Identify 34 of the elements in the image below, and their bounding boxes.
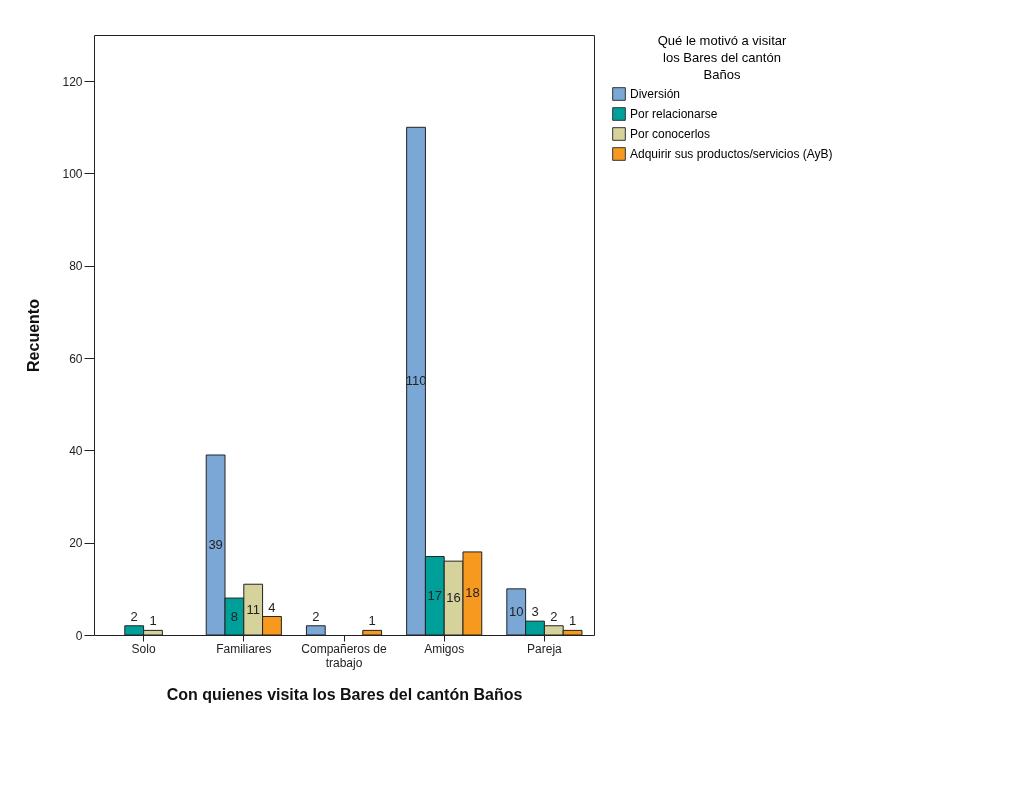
legend-label: Adquirir sus productos/servicios (AyB) (630, 147, 833, 161)
data-label: 39 (208, 537, 223, 552)
x-tick-label: Solo (131, 641, 156, 656)
x-axis-title: Con quienes visita los Bares del cantón Baños (166, 685, 523, 703)
legend-label: Por conocerlos (630, 127, 711, 141)
x-tick-label: Pareja (527, 641, 563, 656)
data-label: 17 (427, 587, 443, 603)
y-axis-title: Recuento (25, 298, 43, 372)
legend-label: Diversión (630, 87, 681, 101)
y-tick-label: 0 (75, 628, 83, 643)
data-label: 2 (550, 608, 558, 624)
data-label: 2 (130, 608, 138, 624)
data-label: 16 (446, 590, 461, 606)
data-label: 4 (268, 599, 276, 615)
data-label: 18 (465, 585, 480, 601)
data-label: 8 (230, 608, 239, 624)
data-label: 1 (368, 613, 376, 629)
data-label: 2 (312, 608, 320, 624)
data-label: 11 (246, 601, 260, 617)
x-tick-label: Compañeros de trabajo (301, 641, 388, 670)
legend-label: Por relacionarse (630, 107, 718, 121)
y-tick-label: 20 (69, 536, 83, 551)
y-tick-label: 40 (69, 443, 83, 458)
y-tick-label: 100 (62, 166, 83, 181)
x-tick-label: Familiares (216, 641, 272, 656)
x-tick-label: Amigos (424, 641, 465, 656)
y-tick-label: 80 (69, 259, 83, 274)
data-label: 1 (568, 613, 577, 629)
y-tick-label: 60 (69, 351, 83, 366)
data-label: 1 (149, 613, 157, 629)
y-tick-label: 120 (62, 74, 83, 89)
legend-title: Qué le motivó a visitar los Bares del cantón Baños (657, 33, 787, 82)
data-label: 3 (531, 604, 539, 620)
data-label: 10 (508, 603, 524, 619)
